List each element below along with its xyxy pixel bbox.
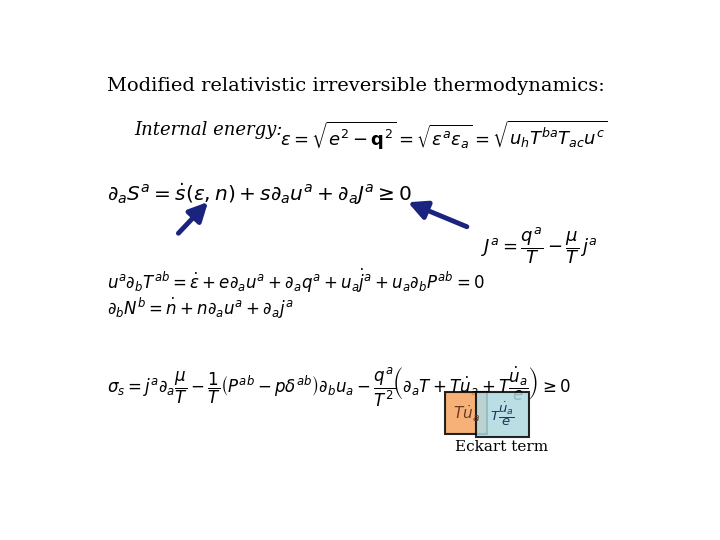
Text: $\sigma_s = j^a \partial_a \dfrac{\mu}{T} - \dfrac{1}{T}\left(P^{ab} - p\delta^{: $\sigma_s = j^a \partial_a \dfrac{\mu}{T… <box>107 364 570 409</box>
Text: Internal energy:: Internal energy: <box>135 121 283 139</box>
Text: $T\dot{u}_a$: $T\dot{u}_a$ <box>453 403 480 423</box>
Text: $\varepsilon = \sqrt{e^2 - \mathbf{q}^2} = \sqrt{\varepsilon^a \varepsilon_a} = : $\varepsilon = \sqrt{e^2 - \mathbf{q}^2}… <box>280 119 608 152</box>
Text: $\partial_b N^b = \dot{n} + n\partial_a u^a + \partial_a j^a$: $\partial_b N^b = \dot{n} + n\partial_a … <box>107 295 294 321</box>
Text: Modified relativistic irreversible thermodynamics:: Modified relativistic irreversible therm… <box>107 77 605 95</box>
Text: $T\dfrac{\dot{u}_a}{e}$: $T\dfrac{\dot{u}_a}{e}$ <box>490 401 515 428</box>
Text: $\partial_a S^a = \dot{s}(\varepsilon, n) + s\partial_a u^a + \partial_a J^a \ge: $\partial_a S^a = \dot{s}(\varepsilon, n… <box>107 181 412 207</box>
Text: $u^a \partial_b T^{ab} = \dot{\varepsilon} + e\partial_a u^a + \partial_a q^a + : $u^a \partial_b T^{ab} = \dot{\varepsilo… <box>107 266 485 295</box>
Text: $J^a = \dfrac{q^a}{T} - \dfrac{\mu}{T}\, j^a$: $J^a = \dfrac{q^a}{T} - \dfrac{\mu}{T}\,… <box>481 225 597 266</box>
Text: Eckart term: Eckart term <box>455 440 548 454</box>
FancyBboxPatch shape <box>445 393 487 434</box>
FancyBboxPatch shape <box>476 393 529 436</box>
